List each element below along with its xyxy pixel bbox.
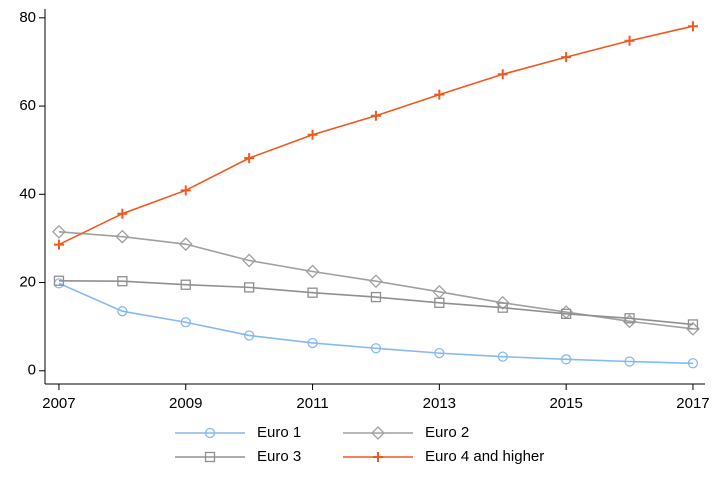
series-line xyxy=(58,282,693,365)
point-marker xyxy=(370,343,382,354)
y-tick-label: 0 xyxy=(28,362,36,379)
point-marker xyxy=(180,185,191,196)
series-line xyxy=(58,25,694,246)
point-marker xyxy=(117,208,128,219)
point-marker xyxy=(370,110,381,121)
x-tick-label: 2017 xyxy=(676,395,709,412)
point-marker xyxy=(434,89,445,100)
point-marker xyxy=(307,337,318,349)
point-marker xyxy=(178,237,193,252)
y-tick-label: 80 xyxy=(19,9,36,26)
point-marker xyxy=(242,253,257,268)
x-tick-label: 2015 xyxy=(549,395,582,412)
point-marker xyxy=(561,308,572,320)
point-marker xyxy=(52,224,66,239)
point-marker xyxy=(244,153,255,164)
legend-label: Euro 1 xyxy=(257,424,301,441)
legend-label: Euro 4 and higher xyxy=(425,448,544,465)
point-marker xyxy=(117,276,128,287)
x-tick-label: 2009 xyxy=(169,395,202,412)
x-tick-label: 2013 xyxy=(423,395,456,412)
point-marker xyxy=(434,297,445,308)
legend-marker xyxy=(371,426,385,440)
point-marker xyxy=(687,319,699,330)
legend-label: Euro 3 xyxy=(257,448,301,465)
point-marker xyxy=(497,69,508,80)
legend-marker xyxy=(204,451,216,463)
point-marker xyxy=(434,347,445,359)
point-marker xyxy=(495,295,510,310)
point-marker xyxy=(243,282,255,293)
point-marker xyxy=(624,313,635,324)
point-marker xyxy=(53,275,65,286)
legend-label: Euro 2 xyxy=(425,424,469,441)
point-marker xyxy=(497,302,508,313)
point-marker xyxy=(497,351,508,362)
point-marker xyxy=(307,287,318,298)
point-marker xyxy=(687,21,698,32)
y-tick-label: 20 xyxy=(19,273,36,290)
point-marker xyxy=(53,239,64,250)
point-marker xyxy=(624,35,635,46)
point-marker xyxy=(305,264,320,279)
point-marker xyxy=(307,129,318,140)
point-marker xyxy=(624,356,635,367)
point-marker xyxy=(561,52,572,63)
point-marker xyxy=(115,229,130,244)
legend-marker xyxy=(204,427,216,439)
point-marker xyxy=(561,354,572,365)
x-tick-label: 2007 xyxy=(42,395,75,412)
point-marker xyxy=(180,317,191,328)
series-line xyxy=(58,279,694,326)
point-marker xyxy=(370,291,382,303)
point-marker xyxy=(117,306,128,317)
x-tick-label: 2011 xyxy=(296,395,328,412)
series-line xyxy=(58,230,694,330)
y-tick-label: 60 xyxy=(19,97,36,114)
point-marker xyxy=(180,279,191,290)
point-marker xyxy=(369,274,383,289)
legend-marker xyxy=(373,452,383,462)
point-marker xyxy=(243,330,255,341)
point-marker xyxy=(687,358,699,369)
y-tick-label: 40 xyxy=(19,185,36,202)
